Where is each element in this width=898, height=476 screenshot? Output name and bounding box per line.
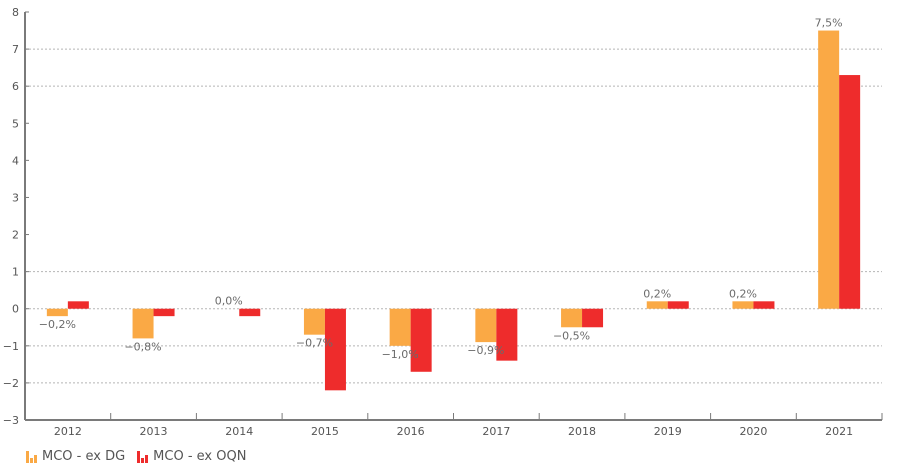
- bar-oqn-2018[interactable]: [582, 308, 604, 328]
- data-label: −0,2%: [39, 318, 76, 331]
- bar-dg-2021[interactable]: [818, 30, 840, 309]
- bar-oqn-2015[interactable]: [324, 308, 346, 391]
- legend-label-dg: MCO - ex DG: [42, 449, 126, 464]
- data-label: 0,0%: [215, 295, 243, 308]
- y-tick-label: 1: [12, 266, 19, 279]
- y-tick-label: 6: [12, 80, 19, 93]
- legend-label-oqn: MCO - ex OQN: [153, 449, 247, 464]
- y-tick-label: 0: [12, 303, 19, 316]
- x-tick-label: 2013: [140, 425, 168, 438]
- x-tick-label: 2016: [397, 425, 425, 438]
- y-tick-label: 3: [12, 191, 19, 204]
- y-tick-label: −3: [3, 414, 19, 427]
- data-label: −1,0%: [382, 348, 419, 361]
- y-tick-label: 4: [12, 154, 19, 167]
- bar-oqn-2014[interactable]: [239, 308, 261, 317]
- bar-dg-2012[interactable]: [46, 308, 68, 317]
- bar-dg-2018[interactable]: [561, 308, 583, 328]
- bar-dg-2015[interactable]: [303, 308, 325, 335]
- y-axis-ticks: 8 7 6 5 4 3 2 1 0 −1 −2 −3: [3, 6, 29, 427]
- data-label: 7,5%: [815, 17, 843, 30]
- x-tick-label: 2019: [654, 425, 682, 438]
- legend-item-oqn[interactable]: MCO - ex OQN: [137, 449, 246, 464]
- legend-swatch-oqn-icon: [137, 450, 149, 463]
- x-tick-label: 2017: [482, 425, 510, 438]
- bar-oqn-2019[interactable]: [667, 301, 689, 309]
- bars: [46, 30, 861, 391]
- legend-swatch-dg-icon: [26, 450, 38, 463]
- bar-dg-2016[interactable]: [389, 308, 411, 346]
- data-label: 0,2%: [729, 287, 757, 300]
- y-tick-label: −2: [3, 377, 19, 390]
- x-tick-label: 2014: [225, 425, 253, 438]
- data-label: 0,2%: [643, 287, 671, 300]
- y-tick-label: 2: [12, 229, 19, 242]
- y-tick-label: 7: [12, 43, 19, 56]
- bar-oqn-2021[interactable]: [839, 75, 861, 309]
- x-tick-label: 2012: [54, 425, 82, 438]
- data-label: −0,9%: [467, 344, 504, 357]
- y-tick-label: 5: [12, 117, 19, 130]
- data-label: −0,8%: [124, 340, 161, 353]
- bar-chart: 8 7 6 5 4 3 2 1 0 −1 −2 −3 2012 2013 2014 2015 2016 2017…: [3, 6, 883, 438]
- bar-oqn-2012[interactable]: [67, 301, 89, 309]
- x-tick-label: 2021: [825, 425, 853, 438]
- bar-oqn-2013[interactable]: [153, 308, 175, 317]
- bar-oqn-2020[interactable]: [753, 301, 775, 309]
- bar-oqn-2016[interactable]: [410, 308, 432, 372]
- y-tick-label: −1: [3, 340, 19, 353]
- bar-dg-2017[interactable]: [475, 308, 497, 343]
- x-tick-label: 2020: [739, 425, 767, 438]
- legend-item-dg[interactable]: MCO - ex DG: [26, 449, 125, 464]
- bar-dg-2019[interactable]: [646, 301, 668, 309]
- data-label: −0,5%: [553, 329, 590, 342]
- bar-dg-2013[interactable]: [132, 308, 154, 339]
- bar-oqn-2017[interactable]: [496, 308, 518, 361]
- x-tick-label: 2015: [311, 425, 339, 438]
- data-labels: −0,2% −0,8% 0,0% −0,7% −1,0% −0,9% −0,5% 0,2% 0,…: [39, 17, 843, 361]
- x-axis-ticks: 2012 2013 2014 2015 2016 2017 2018 2019 2020 2021: [54, 413, 883, 438]
- legend: MCO - ex DG MCO - ex OQN: [26, 449, 258, 464]
- bar-dg-2020[interactable]: [732, 301, 754, 309]
- gridlines: [25, 48, 882, 384]
- data-label: −0,7%: [296, 337, 333, 350]
- x-tick-label: 2018: [568, 425, 596, 438]
- axes: [24, 12, 882, 421]
- y-tick-label: 8: [12, 6, 19, 19]
